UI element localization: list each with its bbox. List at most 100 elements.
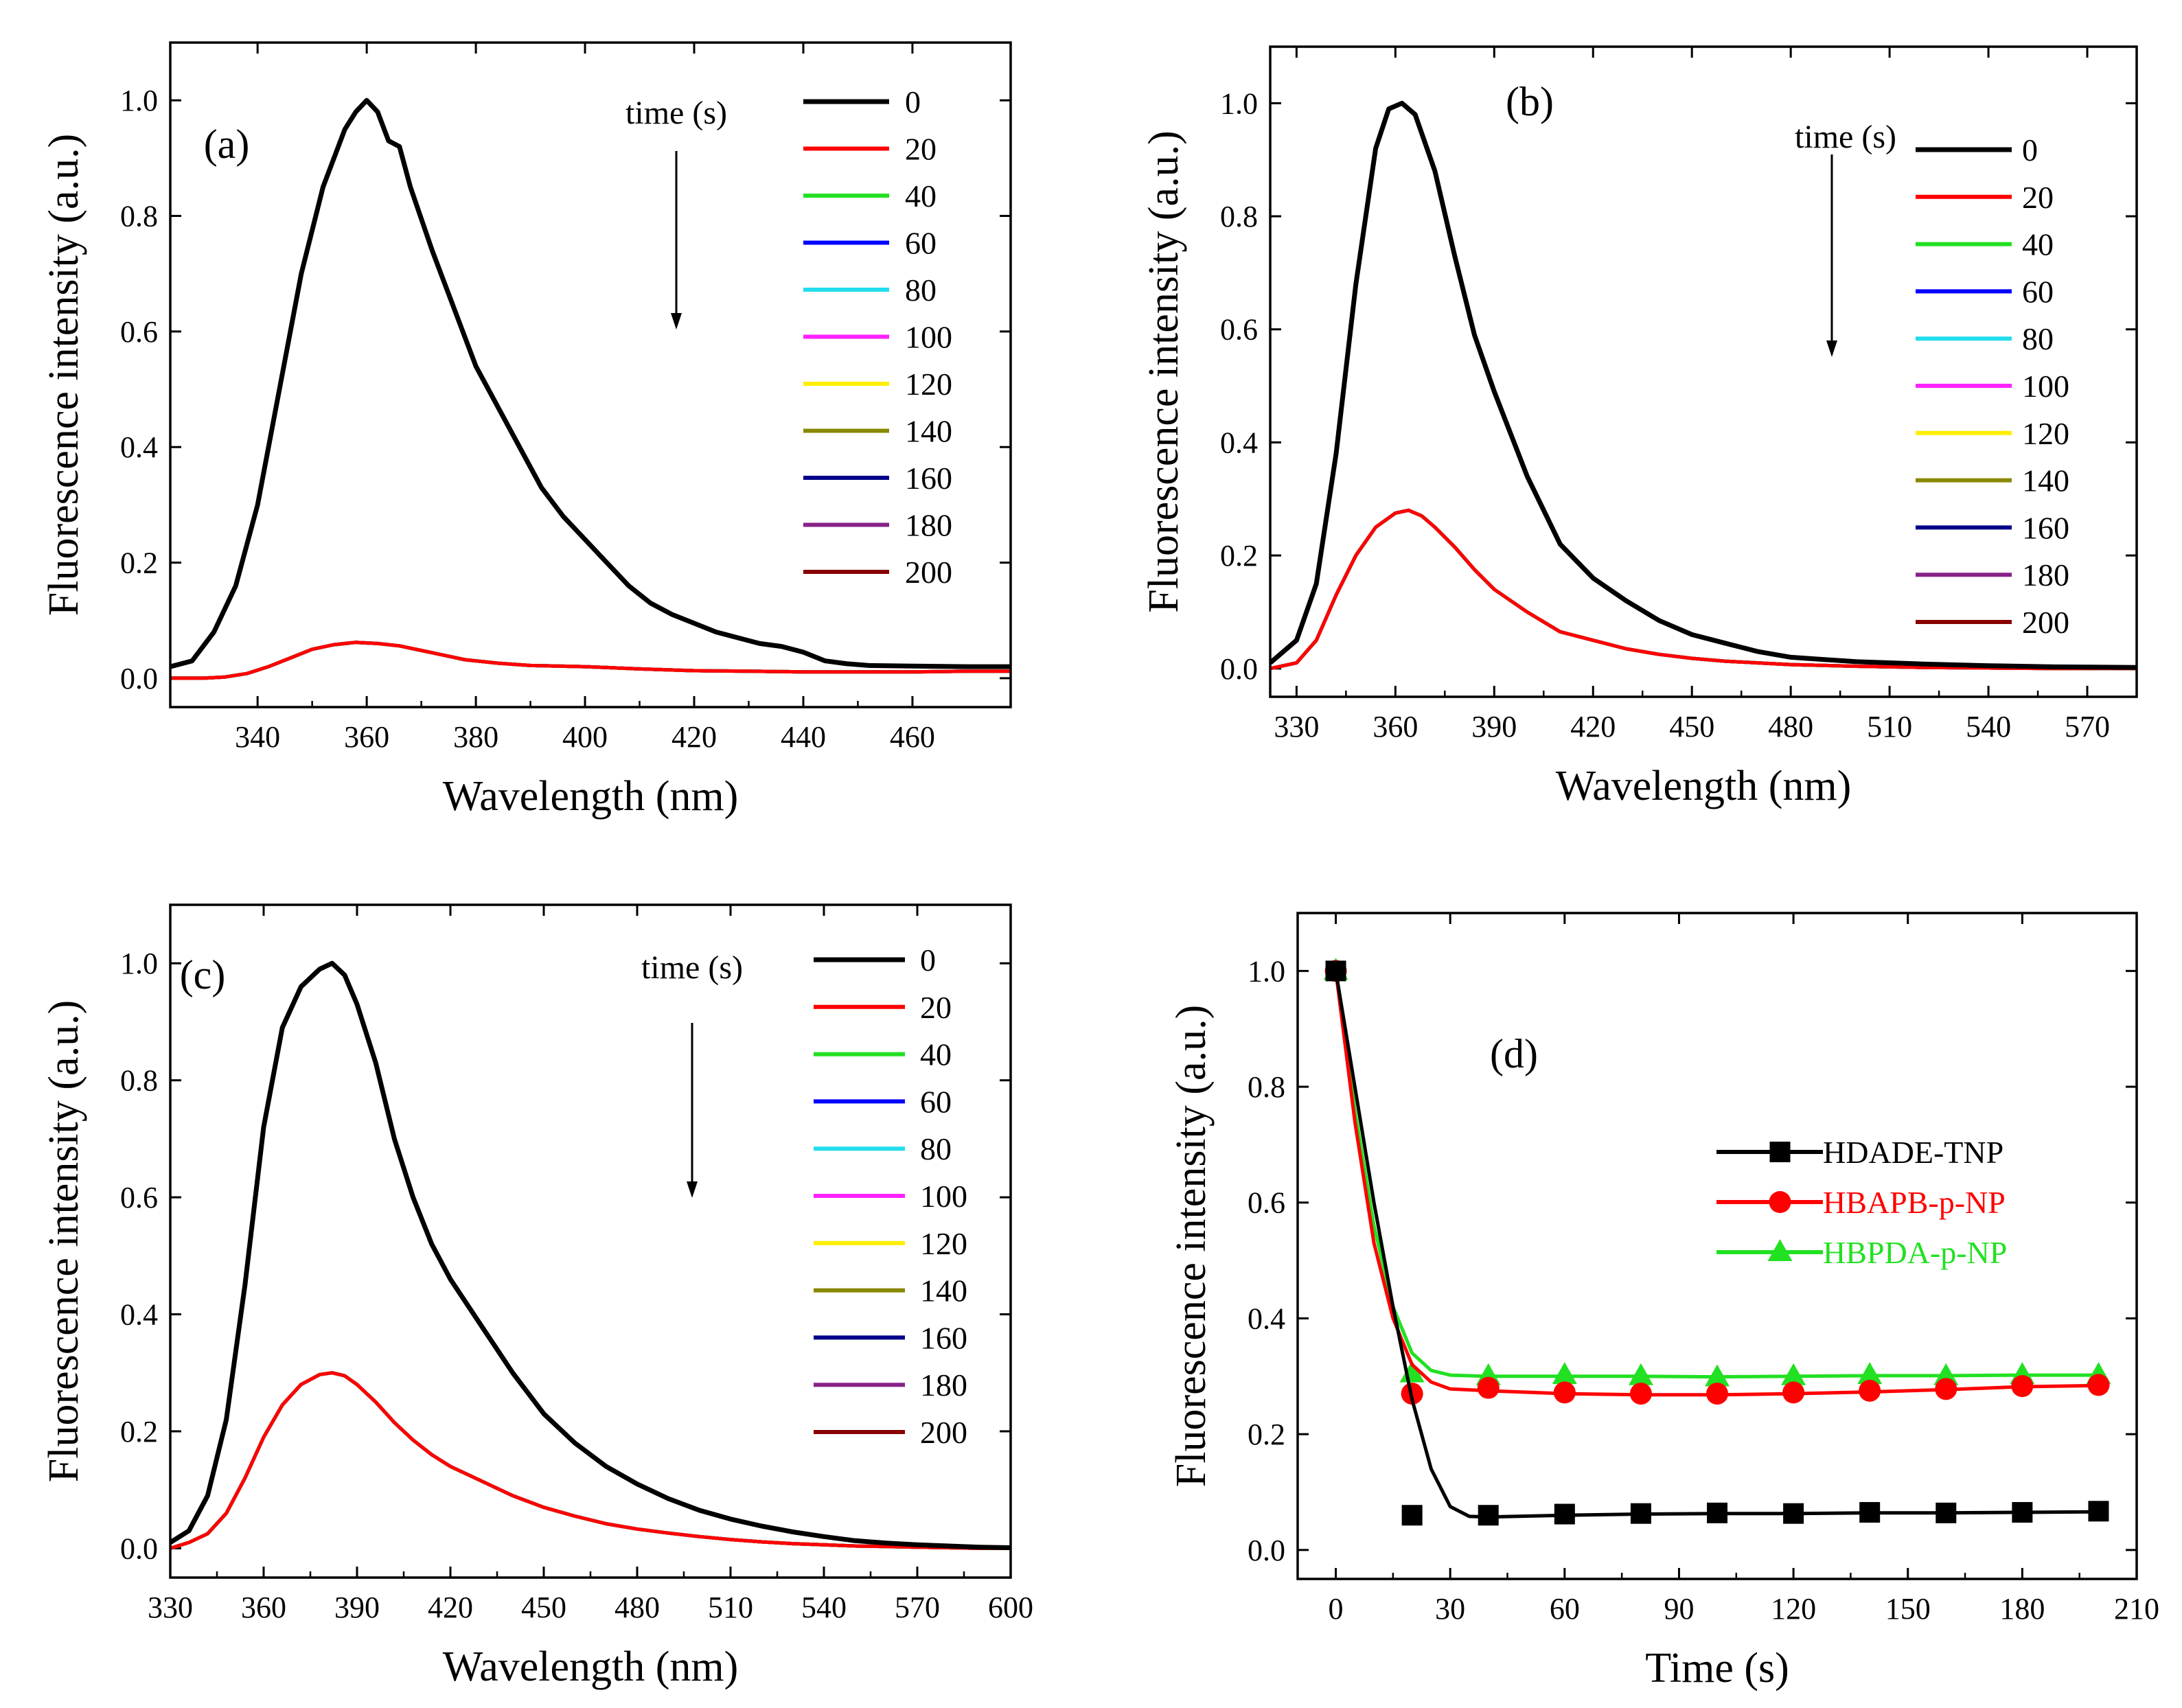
legend-item: HBPDA-p-NP: [1716, 1235, 2007, 1270]
y-tick-label: 0.8: [120, 1064, 158, 1098]
legend-item: 200: [1916, 605, 2069, 640]
time-annotation: time (s): [625, 95, 727, 131]
series-group: [170, 960, 1011, 1550]
y-tick-label: 0.6: [120, 315, 158, 349]
legend-item: 180: [1916, 557, 2069, 592]
legend-marker: [1767, 1239, 1793, 1261]
legend-label: 120: [905, 367, 952, 402]
legend: 0 20 40 60 80 100 120 140 160 180 200: [1916, 132, 2069, 640]
legend-label: HDADE-TNP: [1823, 1135, 2003, 1170]
y-tick-label: 0.2: [1220, 539, 1258, 573]
y-tick-label: 0.8: [120, 200, 158, 233]
series-line-0: [170, 960, 1011, 1550]
series-line-20: [170, 1371, 1011, 1550]
series-line-120: [170, 1371, 1011, 1550]
legend-label: 0: [905, 84, 921, 119]
legend-item: 20: [803, 132, 937, 167]
legend-item: 100: [1916, 369, 2069, 404]
x-tick-label: 90: [1664, 1592, 1694, 1626]
x-tick-label: 460: [890, 720, 935, 754]
legend-item: 100: [814, 1179, 967, 1214]
axis-ticks: [169, 905, 1012, 1578]
data-point: [1936, 1502, 1957, 1523]
plot-frame: [169, 903, 1012, 1579]
data-point: [2011, 1375, 2034, 1398]
data-point: [1705, 1364, 1730, 1387]
legend-label: 200: [920, 1415, 967, 1450]
data-point: [1554, 1503, 1575, 1525]
y-tick-label: 0.0: [120, 1532, 158, 1565]
legend-label: 140: [2022, 463, 2069, 498]
y-tick-label: 0.0: [120, 662, 158, 695]
data-point: [1781, 1363, 1806, 1385]
series-line-140: [1270, 508, 2137, 671]
legend-item: 160: [1916, 510, 2069, 545]
axis-ticks: [1298, 913, 2138, 1579]
panel-label: (d): [1490, 1031, 1538, 1076]
plot-frame: [169, 41, 1012, 708]
legend-item: 100: [803, 320, 952, 355]
legend-item: 40: [814, 1037, 952, 1072]
series-line-160: [170, 1371, 1011, 1550]
data-point: [2088, 1501, 2109, 1522]
x-tick-label: 600: [988, 1591, 1033, 1624]
legend-label: 180: [905, 508, 952, 543]
panel-label: (c): [180, 952, 226, 997]
data-point: [1935, 1378, 1957, 1400]
data-point: [1783, 1503, 1804, 1524]
legend-label: 40: [920, 1037, 952, 1072]
series-group: [1323, 958, 2111, 1526]
y-tick-label: 0.4: [120, 430, 158, 464]
x-tick-label: 360: [344, 720, 389, 754]
legend-label: 200: [905, 555, 952, 590]
data-point: [2087, 1374, 2110, 1396]
series-line-60: [170, 1371, 1011, 1550]
series-line-0: [170, 97, 1011, 669]
legend-label: 100: [905, 320, 952, 355]
y-tick-label: 0.2: [120, 546, 158, 580]
legend-label: 80: [905, 273, 937, 308]
legend-item: 0: [814, 943, 936, 978]
series-line-HBPDA-p-NP: [1334, 970, 2099, 1379]
x-tick-label: 150: [1885, 1592, 1931, 1626]
x-tick-label: 510: [708, 1591, 753, 1624]
data-point: [1552, 1362, 1577, 1385]
x-axis-title: Time (s): [1645, 1645, 1789, 1692]
legend-label: 0: [920, 943, 936, 978]
arrow-head-icon: [671, 313, 682, 330]
legend-item: 60: [814, 1084, 952, 1119]
legend-item: 40: [1916, 227, 2054, 262]
x-tick-label: 60: [1550, 1592, 1580, 1626]
x-tick-label: 330: [148, 1591, 193, 1624]
legend-label: 20: [2022, 180, 2054, 215]
x-tick-label: 360: [1373, 710, 1418, 743]
y-tick-label: 1.0: [1248, 954, 1285, 988]
y-tick-label: 0.8: [1248, 1070, 1285, 1104]
series-line-HBAPB-p-NP: [1334, 970, 2099, 1397]
y-tick-label: 0.6: [1248, 1186, 1285, 1220]
y-tick-label: 0.2: [1248, 1418, 1285, 1451]
plot-frame: [1296, 912, 2138, 1580]
plot-frame: [1269, 45, 2138, 698]
x-tick-label: 510: [1867, 710, 1912, 743]
series-line-60: [1270, 508, 2137, 671]
y-tick-label: 0.4: [1220, 426, 1258, 459]
legend-item: 0: [1916, 132, 2038, 168]
x-tick-label: 570: [2065, 710, 2110, 743]
legend-label: HBPDA-p-NP: [1823, 1235, 2007, 1270]
data-point: [1933, 1363, 1959, 1385]
legend-label: 120: [920, 1226, 967, 1261]
x-tick-label: 390: [334, 1591, 380, 1624]
legend: 0 20 40 60 80 100 120 140 160 180 200: [803, 84, 952, 590]
legend-label: 160: [920, 1320, 967, 1355]
y-tick-label: 0.4: [1248, 1302, 1285, 1335]
x-tick-label: 540: [1966, 710, 2011, 743]
data-point: [1857, 1362, 1883, 1385]
series-group: [1270, 100, 2137, 671]
series-line-20: [1270, 508, 2137, 671]
legend-label: 40: [905, 178, 937, 214]
legend-label: 100: [2022, 369, 2069, 404]
legend-label: 0: [2022, 132, 2038, 168]
x-tick-label: 30: [1435, 1592, 1465, 1626]
legend-label: 180: [2022, 557, 2069, 592]
